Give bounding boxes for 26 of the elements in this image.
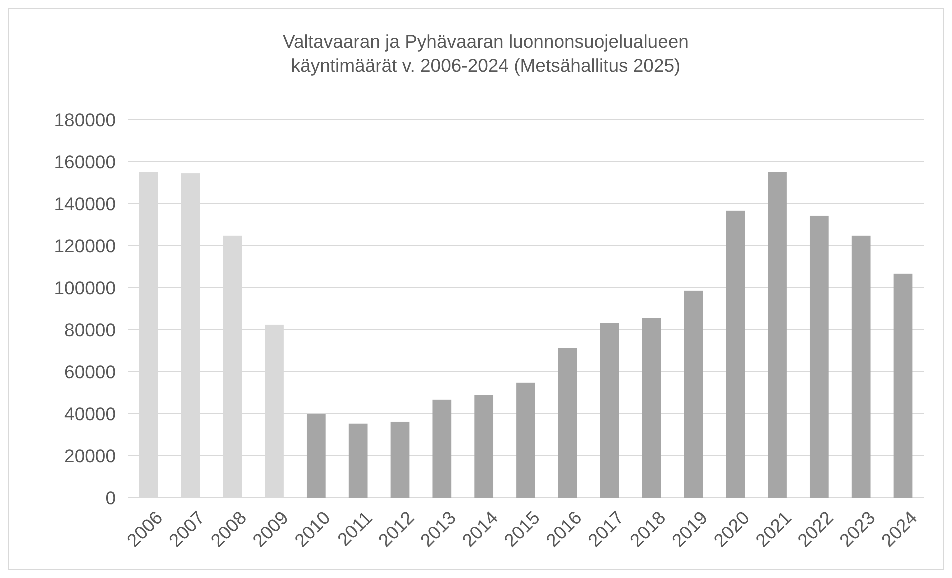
y-tick-label: 40000 (64, 403, 116, 424)
chart-title: Valtavaaran ja Pyhävaaran luonnonsuojelualueen käyntimäärät v. 2006-2024 (Metsähallitus 2025) (283, 31, 689, 76)
bar (306, 414, 326, 498)
bar (684, 290, 704, 498)
y-tick-label: 180000 (54, 109, 116, 130)
y-tick-label: 20000 (64, 445, 116, 466)
y-tick-label: 100000 (54, 277, 116, 298)
bar (390, 422, 410, 498)
bar (852, 236, 871, 498)
y-tick-label: 160000 (54, 151, 116, 172)
bar (894, 274, 913, 498)
bar (642, 318, 662, 498)
y-tick-label: 120000 (54, 235, 116, 256)
bar (600, 323, 620, 498)
bar (516, 382, 536, 498)
bar (558, 348, 578, 498)
y-tick-label: 60000 (64, 361, 116, 382)
y-tick-label: 140000 (54, 193, 116, 214)
bar (768, 172, 787, 498)
bar (474, 395, 494, 498)
bar (810, 216, 829, 498)
bar (432, 400, 452, 498)
bar (348, 424, 368, 498)
y-tick-label: 80000 (64, 319, 116, 340)
y-tick-label: 0 (106, 487, 116, 508)
bar (726, 210, 746, 498)
